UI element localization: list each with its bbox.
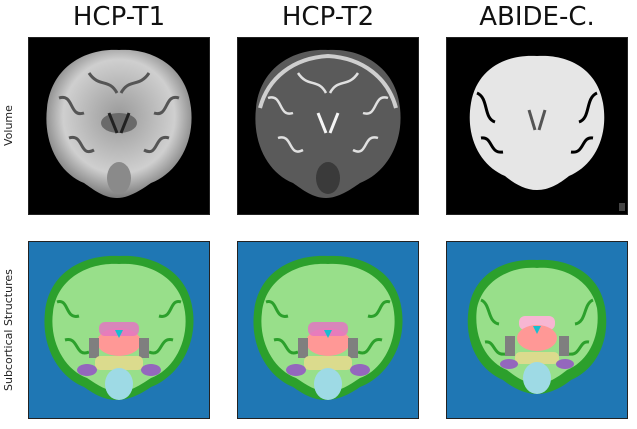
volume-panel-hcp-t1: [28, 37, 210, 215]
subcortical-segmentation-abide-image: [447, 242, 627, 418]
segmentation-panel-hcp-t2: [237, 241, 419, 419]
column-title-hcp-t1: HCP-T1: [28, 2, 210, 32]
subcortical-segmentation-t2-image: [238, 242, 418, 418]
subcortical-segmentation-t1-image: [29, 242, 209, 418]
segmentation-panel-hcp-t1: [28, 241, 210, 419]
column-title-abide: ABIDE-C.: [446, 2, 628, 32]
segmentation-panel-abide: [446, 241, 628, 419]
row-label-subcortical: Subcortical Structures: [2, 241, 22, 419]
column-title-hcp-t2: HCP-T2: [237, 2, 419, 32]
volume-panel-hcp-t2: [237, 37, 419, 215]
row-label-volume: Volume: [2, 37, 22, 215]
brain-mri-abide-image: [447, 38, 627, 214]
volume-panel-abide: [446, 37, 628, 215]
brain-mri-t1-image: [29, 38, 209, 214]
brain-mri-t2-image: [238, 38, 418, 214]
